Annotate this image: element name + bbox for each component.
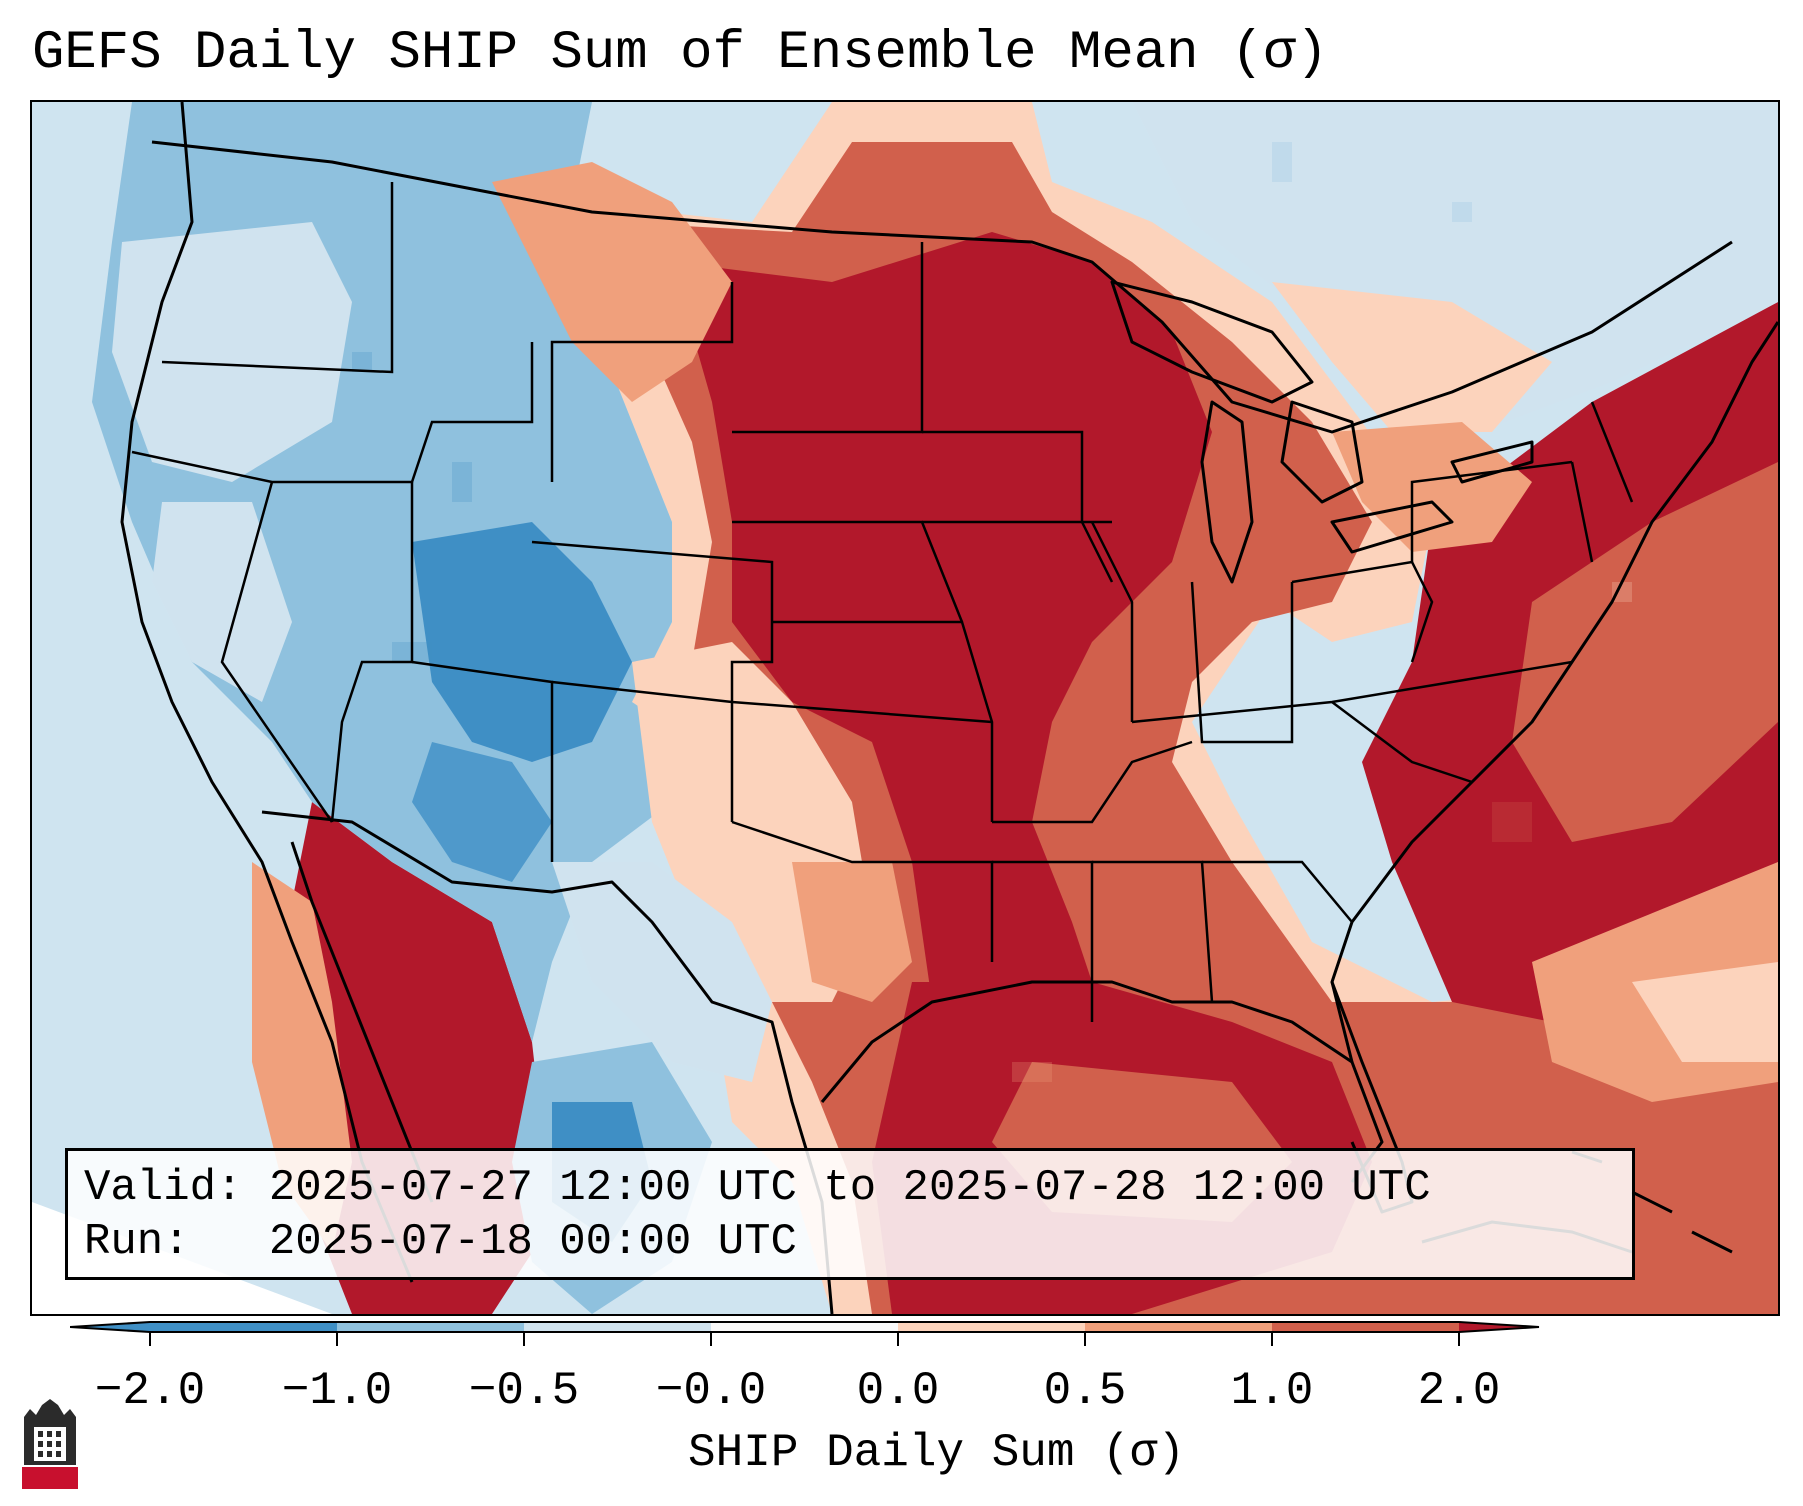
baja-coast — [290, 841, 434, 1203]
map-borders — [120, 102, 1778, 1314]
valid-time-text: Valid: 2025-07-27 12:00 UTC to 2025-07-2… — [84, 1163, 1431, 1213]
colorbar-bin — [1272, 1322, 1459, 1332]
colorbar-bin — [711, 1322, 898, 1332]
run-time-text: Run: 2025-07-18 00:00 UTC — [84, 1217, 797, 1267]
colorbar-tick-label: 2.0 — [1417, 1365, 1501, 1417]
gulf-coastline — [820, 980, 1384, 1183]
colorbar-tick-label: 1.0 — [1230, 1365, 1314, 1417]
colorbar-tick-label: −1.0 — [281, 1365, 393, 1417]
us-canada-border — [151, 140, 1733, 434]
colorbar-bin — [898, 1322, 1085, 1332]
atlantic-coastline — [1330, 321, 1778, 1063]
lake-huron — [1280, 400, 1364, 504]
grid-texture — [352, 142, 1632, 1082]
colorbar-label: SHIP Daily Sum (σ) — [688, 1427, 1185, 1479]
pacific-coastline — [120, 102, 414, 1283]
colorbar-bin — [524, 1322, 711, 1332]
us-mexico-border — [261, 810, 834, 1314]
colorbar-bin — [337, 1322, 524, 1332]
colorbar-tick-label: −0.5 — [468, 1365, 580, 1417]
map-panel — [30, 100, 1780, 1316]
colorbar-tick-label: 0.0 — [856, 1365, 940, 1417]
colorbar-tick-marks — [149, 1332, 1460, 1346]
colorbar-extend-low — [70, 1322, 150, 1332]
lake-erie — [1330, 500, 1454, 554]
niu-logo-icon — [22, 1399, 78, 1489]
colorbar-tick-label: −2.0 — [94, 1365, 206, 1417]
map-title: GEFS Daily SHIP Sum of Ensemble Mean (σ) — [32, 23, 1329, 84]
state-boundaries — [131, 182, 1634, 1022]
colorbar — [70, 1321, 1540, 1346]
validity-info-box: Valid: 2025-07-27 12:00 UTC to 2025-07-2… — [65, 1148, 1635, 1280]
lake-superior — [1110, 280, 1314, 404]
lake-michigan — [1200, 400, 1254, 584]
anomaly-field — [32, 102, 1778, 1314]
colorbar-tick-labels: −2.0 −1.0 −0.5 −0.0 0.0 0.5 1.0 2.0 — [0, 1365, 1803, 1425]
colorbar-tick-label: 0.5 — [1043, 1365, 1127, 1417]
colorbar-tick-label: −0.0 — [655, 1365, 767, 1417]
colorbar-outline — [70, 1321, 1540, 1333]
colorbar-extend-high — [1459, 1322, 1539, 1332]
colorbar-bin — [150, 1322, 337, 1332]
forecast-map — [32, 102, 1778, 1314]
colorbar-bin — [1085, 1322, 1272, 1332]
colorbar-segments — [70, 1322, 1539, 1332]
